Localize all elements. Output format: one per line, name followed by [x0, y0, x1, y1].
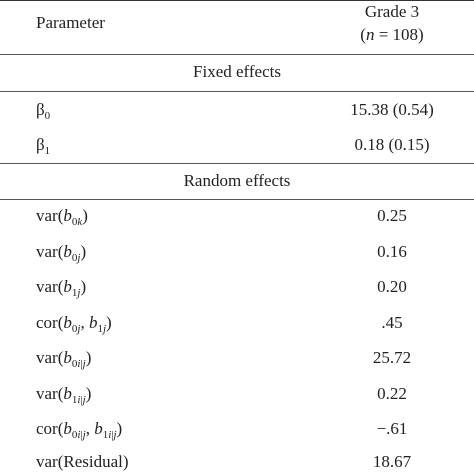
header-grade: Grade 3: [364, 2, 420, 21]
header-parameter: Parameter: [36, 13, 105, 32]
row-var-b1j-value: 0.20: [377, 277, 407, 296]
random-top-rule: [0, 163, 474, 164]
row-var-residual-param: var(Residual): [36, 452, 129, 471]
table-top-rule: [0, 0, 474, 1]
row-var-b0k-value: 0.25: [377, 206, 407, 225]
row-beta1-param: β1: [36, 135, 51, 157]
random-rule: [0, 199, 474, 200]
row-var-b0k-param: var(b0k): [36, 206, 88, 228]
row-var-b1j-param: var(b1j): [36, 277, 87, 299]
row-var-b1ij-param: var(b1i|j): [36, 384, 92, 406]
row-cor-b0j-b1j-param: cor(b0j, b1j): [36, 313, 112, 335]
row-cor-b0ij-b1ij-param: cor(b0i|j, b1i|j): [36, 419, 123, 441]
row-beta0-param: β0: [36, 100, 51, 122]
header-n: (n = 108): [360, 25, 424, 44]
row-var-b0ij-param: var(b0i|j): [36, 348, 92, 370]
row-beta0-value: 15.38 (0.54): [350, 100, 434, 119]
row-var-b0j-value: 0.16: [377, 242, 407, 261]
section-random-effects: Random effects: [183, 171, 291, 190]
row-var-residual-value: 18.67: [372, 452, 412, 471]
row-var-b1ij-value: 0.22: [377, 384, 407, 403]
section-fixed-effects: Fixed effects: [193, 62, 281, 81]
fixed-rule: [0, 91, 474, 92]
row-beta1-value: 0.18 (0.15): [354, 135, 430, 154]
row-var-b0ij-value: 25.72: [372, 348, 412, 367]
row-cor-b0j-b1j-value: .45: [381, 313, 403, 332]
row-cor-b0ij-b1ij-value: −.61: [376, 419, 408, 438]
header-rule: [0, 54, 474, 55]
row-var-b0j-param: var(b0j): [36, 242, 87, 264]
